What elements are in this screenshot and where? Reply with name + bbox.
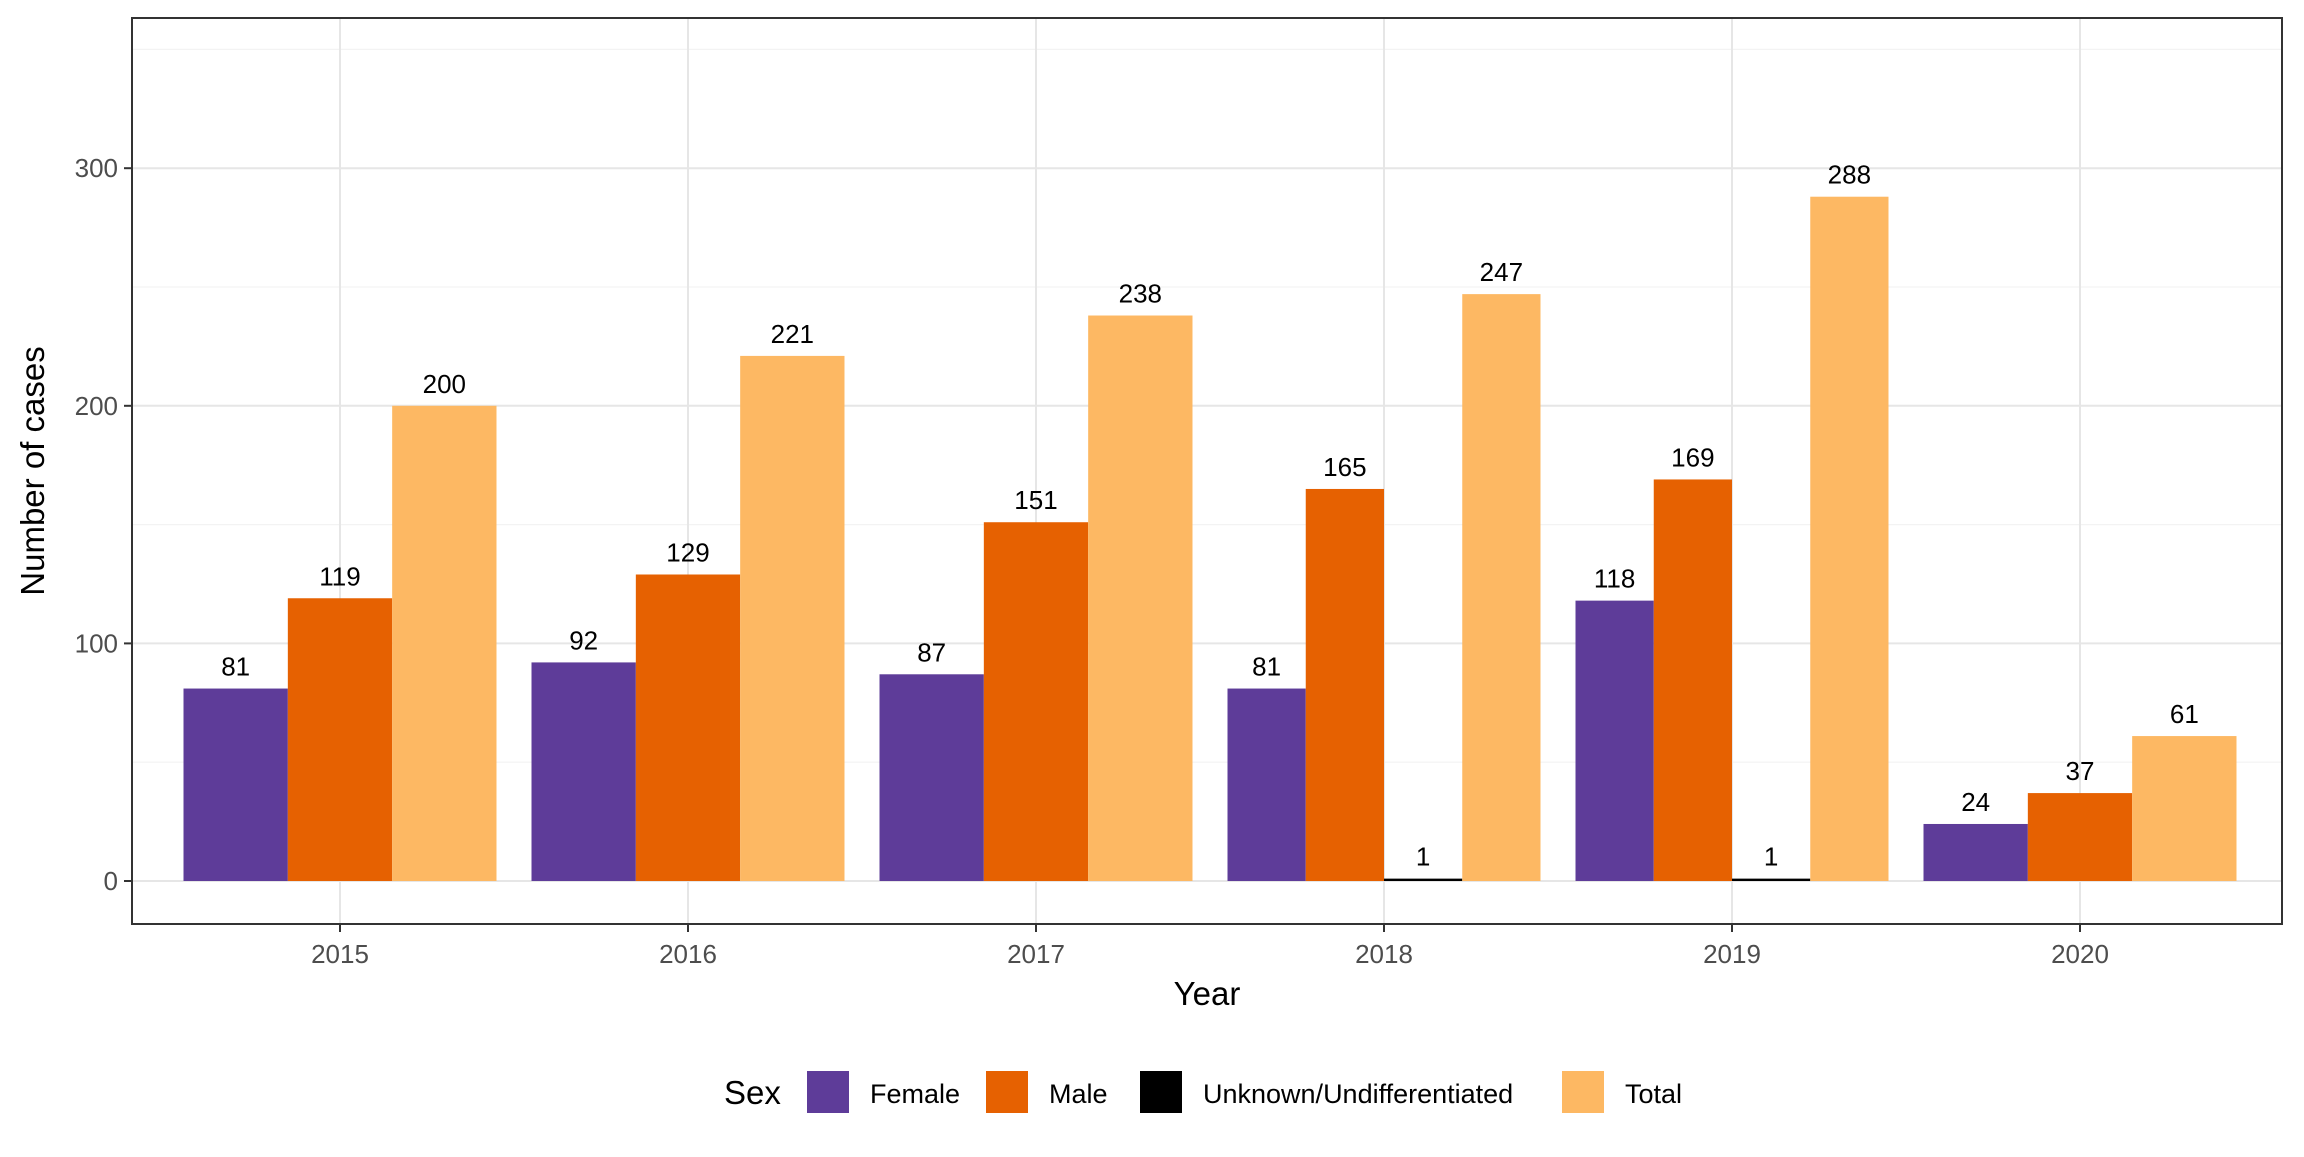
data-label-male-2018: 165 xyxy=(1323,452,1366,482)
x-tick-label-2020: 2020 xyxy=(2051,939,2109,969)
bar-unknown-undifferentiated-2018 xyxy=(1384,878,1463,881)
legend-label-female: Female xyxy=(870,1079,960,1109)
plot-panel-border xyxy=(131,17,2283,925)
data-label-male-2019: 169 xyxy=(1671,442,1714,472)
data-label-male-2017: 151 xyxy=(1014,485,1057,515)
x-tick-label-2015: 2015 xyxy=(311,939,369,969)
bar-female-2016 xyxy=(531,662,636,881)
legend-key-female xyxy=(807,1071,849,1113)
bars xyxy=(183,196,2237,882)
legend-key-male xyxy=(986,1071,1028,1113)
legend-label-unknown-undifferentiated: Unknown/Undifferentiated xyxy=(1203,1079,1513,1109)
bar-female-2017 xyxy=(879,674,984,881)
x-tick-label-2017: 2017 xyxy=(1007,939,1065,969)
bar-total-2015 xyxy=(392,405,497,881)
data-label-female-2017: 87 xyxy=(917,637,946,667)
legend: Sex Female Male Unknown/Undifferentiated To… xyxy=(724,1071,1682,1113)
x-tick-label-2019: 2019 xyxy=(1703,939,1761,969)
bar-total-2016 xyxy=(740,355,845,881)
legend-label-male: Male xyxy=(1049,1079,1108,1109)
x-axis: 2015 2016 2017 2018 2019 2020 xyxy=(311,924,2109,969)
bar-male-2016 xyxy=(635,574,741,881)
data-label-total-2020: 61 xyxy=(2170,699,2199,729)
bar-male-2015 xyxy=(287,598,393,881)
bar-male-2018 xyxy=(1305,488,1384,881)
legend-key-unknown-undifferentiated xyxy=(1140,1071,1182,1113)
data-labels: 81 119 200 92 129 221 87 151 238 81 165 1 247 118 169 1… xyxy=(221,160,2199,872)
data-label-female-2019: 118 xyxy=(1594,564,1635,594)
bar-total-2020 xyxy=(2132,736,2237,881)
data-label-unknown-undifferentiated-2018: 1 xyxy=(1416,842,1430,872)
bar-total-2018 xyxy=(1462,294,1541,881)
data-label-total-2016: 221 xyxy=(771,319,814,349)
bar-total-2019 xyxy=(1810,196,1889,881)
data-label-female-2016: 92 xyxy=(569,625,598,655)
y-tick-label: 300 xyxy=(75,153,118,183)
bar-female-2015 xyxy=(183,688,288,881)
bar-male-2020 xyxy=(2027,793,2133,881)
data-label-male-2020: 37 xyxy=(2066,756,2095,786)
data-label-total-2018: 247 xyxy=(1480,257,1523,287)
legend-title: Sex xyxy=(724,1074,781,1111)
data-label-unknown-undifferentiated-2019: 1 xyxy=(1764,842,1778,872)
data-label-total-2015: 200 xyxy=(423,369,466,399)
bar-total-2017 xyxy=(1088,315,1193,882)
x-axis-title: Year xyxy=(1174,975,1241,1012)
data-label-total-2019: 288 xyxy=(1828,160,1871,190)
x-tick-label-2018: 2018 xyxy=(1355,939,1413,969)
bar-female-2020 xyxy=(1923,823,2028,881)
y-tick-label: 100 xyxy=(75,628,118,658)
data-label-female-2018: 81 xyxy=(1252,652,1281,682)
y-axis-title: Number of cases xyxy=(14,346,51,595)
legend-label-total: Total xyxy=(1625,1079,1682,1109)
bar-female-2018 xyxy=(1227,688,1306,881)
data-label-female-2015: 81 xyxy=(221,652,250,682)
y-axis: 0 100 200 300 xyxy=(75,153,132,896)
data-label-total-2017: 238 xyxy=(1119,279,1162,309)
legend-key-total xyxy=(1562,1071,1604,1113)
bar-female-2019 xyxy=(1575,600,1654,881)
data-label-male-2016: 129 xyxy=(666,537,709,567)
data-label-male-2015: 119 xyxy=(319,561,360,591)
x-tick-label-2016: 2016 xyxy=(659,939,717,969)
data-label-female-2020: 24 xyxy=(1961,787,1990,817)
bar-male-2019 xyxy=(1653,479,1732,881)
y-tick-label: 200 xyxy=(75,391,118,421)
bar-unknown-undifferentiated-2019 xyxy=(1732,878,1811,881)
bar-male-2017 xyxy=(983,522,1089,881)
y-tick-label: 0 xyxy=(104,866,118,896)
